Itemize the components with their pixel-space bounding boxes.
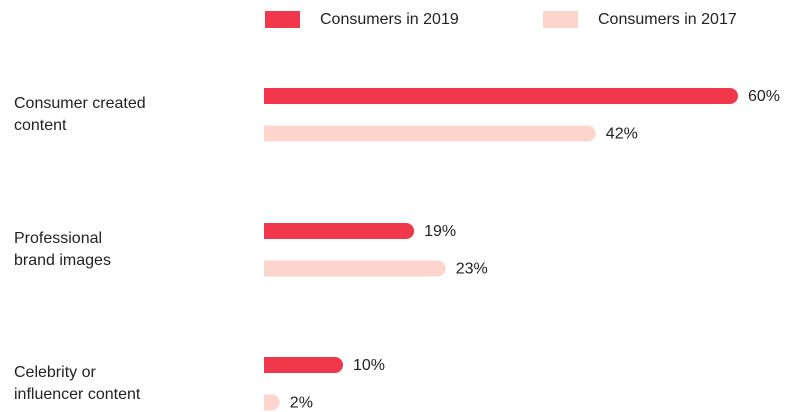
value-label: 10%: [353, 357, 385, 374]
legend-swatch: [543, 11, 578, 28]
legend-swatch: [265, 11, 300, 28]
bar: [264, 357, 343, 373]
legend-label: Consumers in 2019: [320, 11, 459, 28]
bar: [264, 260, 446, 277]
bar: [264, 125, 596, 142]
category-label: Celebrity or influencer content: [14, 363, 141, 403]
value-label: 19%: [424, 223, 456, 240]
value-label: 42%: [606, 126, 638, 143]
value-label: 2%: [290, 395, 313, 412]
bar: [264, 88, 738, 104]
bar: [264, 223, 415, 239]
value-label: 60%: [748, 88, 780, 105]
value-label: 23%: [456, 261, 488, 278]
legend-label: Consumers in 2017: [598, 11, 737, 28]
bar: [264, 394, 280, 411]
category-label: Professional brand images: [14, 229, 111, 269]
category-label: Consumer created content: [14, 94, 146, 134]
